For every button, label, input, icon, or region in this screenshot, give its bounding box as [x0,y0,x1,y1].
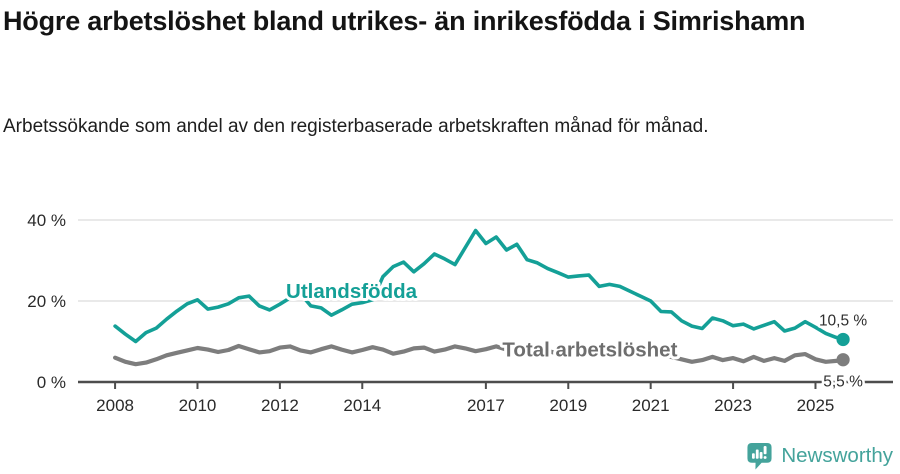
y-tick-label: 20 % [27,292,66,311]
y-tick-label: 0 % [37,373,66,392]
x-tick-label: 2017 [467,396,505,415]
x-tick-label: 2014 [343,396,381,415]
line-chart: 0 % 20 % 40 % 2008 2010 2012 2014 2017 2019 2021 2… [0,195,900,435]
series-inline-label: Utlandsfödda [286,280,418,303]
y-tick-label: 40 % [27,211,66,230]
series-inline-label: Total arbetslöshet [502,338,677,361]
series-line [112,343,846,367]
x-tick-label: 2023 [714,396,752,415]
series-line [113,228,845,344]
logo-bars [752,445,767,459]
series-endpoint-dot [836,353,850,367]
x-tick-label: 2019 [549,396,587,415]
x-tick-label: 2025 [797,396,835,415]
series-endpoint-dot [836,332,850,347]
newsworthy-brand-text: Newsworthy [781,444,893,467]
chart-title: Högre arbetslöshet bland utrikes- än inr… [3,6,806,36]
end-value-label: 5,5 % [823,373,863,390]
newsworthy-attribution-link[interactable]: Newsworthy [746,441,893,471]
newsworthy-logo-icon [747,442,772,470]
x-tick-label: 2010 [179,396,217,415]
x-tick-label: 2008 [96,396,134,415]
x-tick-label: 2012 [261,396,299,415]
end-value-label: 10,5 % [819,313,867,330]
line-chart-svg: 0 % 20 % 40 % 2008 2010 2012 2014 2017 2019 2021 2… [27,211,893,415]
x-tick-label: 2021 [632,396,670,415]
chart-subtitle: Arbetssökande som andel av den registerb… [3,116,709,137]
